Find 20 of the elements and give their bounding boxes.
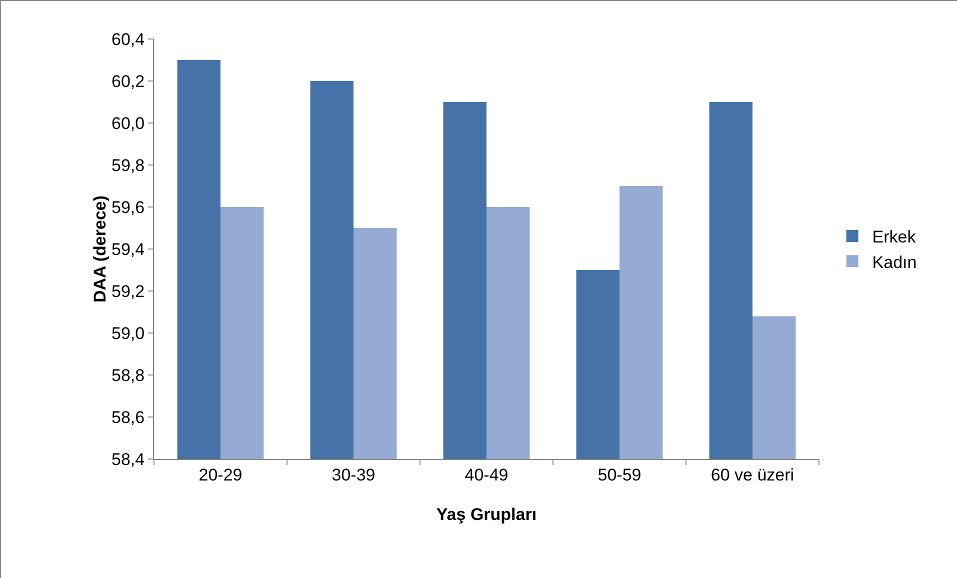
legend-label: Kadın	[872, 252, 917, 272]
x-tick-label: 20-29	[198, 465, 242, 484]
y-tick-label: 58,4	[112, 450, 145, 469]
x-tick-label: 60 ve üzeri	[710, 465, 794, 484]
x-axis-title: Yaş Grupları	[436, 505, 537, 524]
y-tick-label: 60,2	[112, 72, 145, 91]
y-tick-label: 59,2	[112, 282, 145, 301]
x-tick-label: 50-59	[598, 465, 642, 484]
y-tick-label: 59,0	[112, 324, 145, 343]
y-tick-label: 58,8	[112, 366, 145, 385]
y-tick-label: 60,0	[112, 114, 145, 133]
y-tick-label: 60,4	[112, 30, 145, 49]
y-axis-title: DAA (derece)	[90, 195, 110, 303]
y-tick-label: 59,4	[112, 240, 145, 259]
y-tick-label: 59,6	[112, 198, 145, 217]
y-tick-label: 59,8	[112, 156, 145, 175]
y-tick-label: 58,6	[112, 408, 145, 427]
x-tick-label: 40-49	[464, 465, 508, 484]
legend-label: Erkek	[872, 228, 916, 247]
x-tick-label: 30-39	[332, 465, 376, 484]
